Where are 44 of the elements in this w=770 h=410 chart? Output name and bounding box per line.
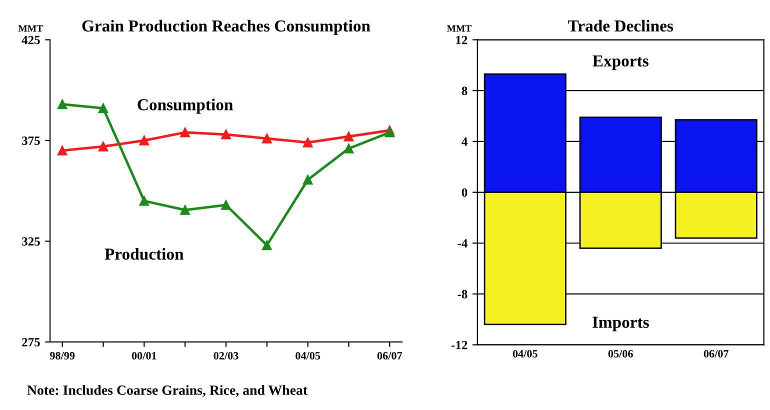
text: Note: Includes Coarse Grains, Rice, and Wheat	[27, 385, 308, 397]
point	[302, 138, 313, 148]
y-tick-label: -4	[458, 239, 468, 248]
point	[344, 132, 354, 142]
x-tick-label: 00/01	[132, 352, 156, 360]
point	[57, 146, 68, 156]
x-tick-label: 06/07	[377, 352, 402, 360]
x-tick-label: 02/03	[214, 352, 238, 360]
point	[98, 142, 108, 152]
point	[180, 128, 190, 138]
point	[98, 103, 108, 114]
point	[57, 99, 68, 110]
y-axis-title: MMT	[18, 25, 43, 32]
x-tick-label: 04/05	[512, 350, 538, 358]
point	[302, 174, 313, 185]
x-tick-label: 98/99	[50, 352, 75, 360]
x-tick-label: 04/05	[296, 352, 320, 360]
point	[262, 240, 272, 250]
point	[221, 130, 231, 140]
x-tick-label: 05/06	[608, 350, 633, 358]
y-tick-label: 0	[462, 188, 468, 197]
x-tick-label: 06/07	[704, 350, 728, 358]
chart-title: Trade Declines	[568, 20, 674, 32]
point	[139, 196, 150, 206]
y-tick-label: 8	[462, 86, 468, 96]
series-label: Imports	[592, 316, 649, 332]
y-tick-label: 325	[22, 237, 40, 246]
y-tick-label: 12	[456, 36, 468, 44]
text: Production	[104, 248, 184, 260]
y-tick-label: -12	[451, 340, 468, 350]
y-tick-label: 425	[22, 36, 40, 44]
y-tick-label: 4	[462, 138, 468, 146]
point	[344, 144, 354, 154]
y-axis-title: MMT	[447, 25, 472, 32]
y-tick-label: -8	[458, 290, 468, 298]
y-tick-label: 275	[22, 338, 40, 346]
point	[262, 134, 272, 144]
point	[180, 205, 190, 215]
series-label: Consumption	[138, 98, 233, 114]
series-label: Exports	[592, 55, 648, 70]
chart-title: Grain Production Reaches Consumption	[82, 20, 370, 35]
y-tick-label: 375	[22, 136, 40, 145]
point	[221, 200, 231, 210]
point	[139, 136, 150, 146]
